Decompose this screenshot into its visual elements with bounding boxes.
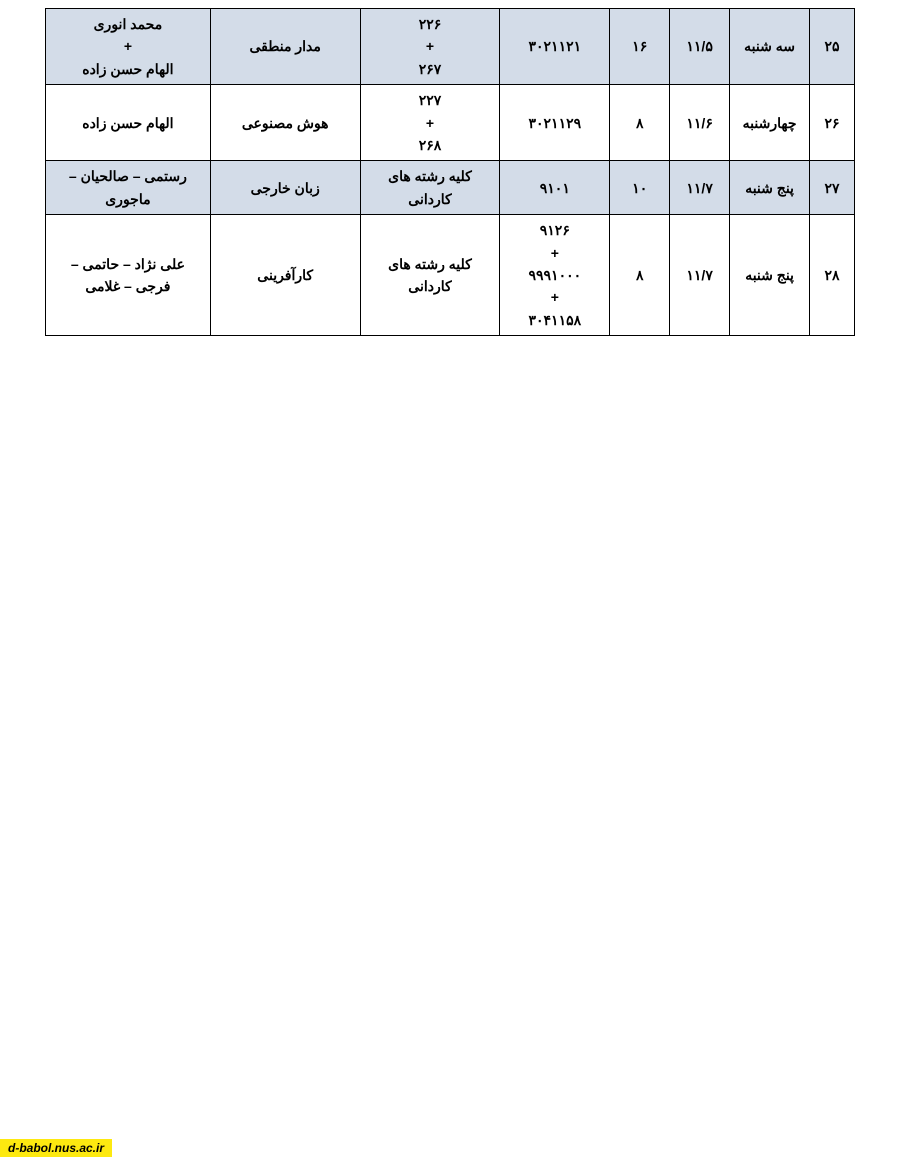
cell-teacher: الهام حسن زاده bbox=[46, 85, 211, 161]
schedule-table: ۲۵ سه شنبه ۱۱/۵ ۱۶ ۳۰۲۱۱۲۱ ۲۲۶+۲۶۷ مدار … bbox=[45, 8, 855, 336]
cell-day: چهارشنبه bbox=[730, 85, 810, 161]
cell-teacher: رستمی – صالحیان – ماجوری bbox=[46, 161, 211, 215]
cell-date: ۱۱/۷ bbox=[670, 161, 730, 215]
cell-day: پنج شنبه bbox=[730, 161, 810, 215]
table-row: ۲۵ سه شنبه ۱۱/۵ ۱۶ ۳۰۲۱۱۲۱ ۲۲۶+۲۶۷ مدار … bbox=[46, 9, 855, 85]
cell-subject: مدار منطقی bbox=[210, 9, 360, 85]
cell-num: ۲۷ bbox=[810, 161, 855, 215]
footer-source-badge: d-babol.nus.ac.ir bbox=[0, 1139, 112, 1157]
cell-time: ۱۶ bbox=[610, 9, 670, 85]
table-row: ۲۶ چهارشنبه ۱۱/۶ ۸ ۳۰۲۱۱۲۹ ۲۲۷+۲۶۸ هوش م… bbox=[46, 85, 855, 161]
cell-code: ۹۱۲۶+۹۹۹۱۰۰۰+۳۰۴۱۱۵۸ bbox=[500, 215, 610, 336]
cell-subject: زبان خارجی bbox=[210, 161, 360, 215]
cell-date: ۱۱/۵ bbox=[670, 9, 730, 85]
cell-time: ۱۰ bbox=[610, 161, 670, 215]
cell-date: ۱۱/۷ bbox=[670, 215, 730, 336]
cell-time: ۸ bbox=[610, 85, 670, 161]
cell-teacher: علی نژاد – حاتمی – فرجی – غلامی bbox=[46, 215, 211, 336]
cell-day: پنج شنبه bbox=[730, 215, 810, 336]
cell-group: کلیه رشته های کاردانی bbox=[360, 215, 500, 336]
cell-num: ۲۶ bbox=[810, 85, 855, 161]
cell-code: ۹۱۰۱ bbox=[500, 161, 610, 215]
cell-group: ۲۲۶+۲۶۷ bbox=[360, 9, 500, 85]
cell-code: ۳۰۲۱۱۲۹ bbox=[500, 85, 610, 161]
schedule-table-container: ۲۵ سه شنبه ۱۱/۵ ۱۶ ۳۰۲۱۱۲۱ ۲۲۶+۲۶۷ مدار … bbox=[0, 0, 900, 336]
cell-num: ۲۸ bbox=[810, 215, 855, 336]
cell-date: ۱۱/۶ bbox=[670, 85, 730, 161]
cell-time: ۸ bbox=[610, 215, 670, 336]
cell-group: ۲۲۷+۲۶۸ bbox=[360, 85, 500, 161]
cell-code: ۳۰۲۱۱۲۱ bbox=[500, 9, 610, 85]
schedule-table-body: ۲۵ سه شنبه ۱۱/۵ ۱۶ ۳۰۲۱۱۲۱ ۲۲۶+۲۶۷ مدار … bbox=[46, 9, 855, 336]
cell-group: کلیه رشته های کاردانی bbox=[360, 161, 500, 215]
cell-subject: هوش مصنوعی bbox=[210, 85, 360, 161]
cell-teacher: محمد انوری+الهام حسن زاده bbox=[46, 9, 211, 85]
table-row: ۲۷ پنج شنبه ۱۱/۷ ۱۰ ۹۱۰۱ کلیه رشته های ک… bbox=[46, 161, 855, 215]
table-row: ۲۸ پنج شنبه ۱۱/۷ ۸ ۹۱۲۶+۹۹۹۱۰۰۰+۳۰۴۱۱۵۸ … bbox=[46, 215, 855, 336]
cell-day: سه شنبه bbox=[730, 9, 810, 85]
cell-num: ۲۵ bbox=[810, 9, 855, 85]
cell-subject: کارآفرینی bbox=[210, 215, 360, 336]
